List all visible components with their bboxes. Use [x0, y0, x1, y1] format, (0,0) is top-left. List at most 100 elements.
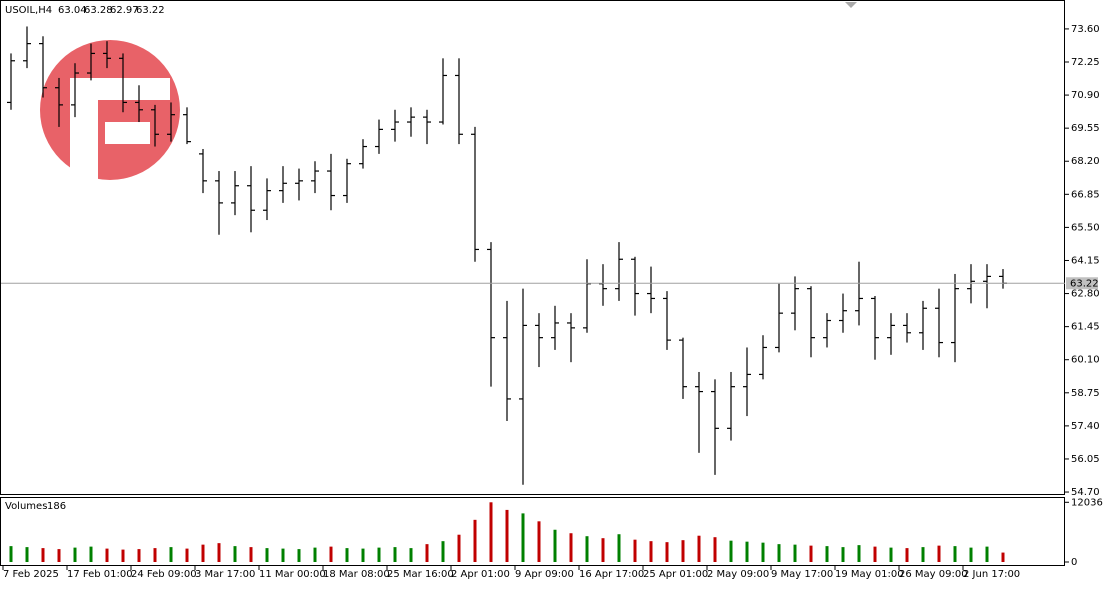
- x-tick-label: 3 Mar 17:00: [195, 569, 255, 580]
- header-high: 63.28: [84, 5, 113, 16]
- volume-bar: [569, 533, 573, 562]
- y-tick-label: 68.20: [1071, 156, 1100, 167]
- last-price-label: 63.22: [1070, 278, 1099, 289]
- volume-bar: [217, 543, 221, 562]
- logo-stem: [70, 78, 98, 182]
- volume-bar: [585, 536, 589, 562]
- volume-bar: [9, 546, 13, 562]
- x-tick-label: 24 Feb 09:00: [131, 569, 197, 580]
- volume-bar: [89, 546, 93, 562]
- shift-marker: [845, 2, 857, 8]
- volume-bar: [953, 546, 957, 562]
- volume-bar: [665, 542, 669, 562]
- volume-bar: [825, 546, 829, 562]
- volume-bar: [489, 502, 493, 562]
- volume-bar: [937, 545, 941, 562]
- volume-title: Volumes: [5, 501, 47, 512]
- volume-bar: [745, 541, 749, 562]
- volume-bar: [809, 545, 813, 562]
- y-tick-label: 66.85: [1071, 189, 1100, 200]
- volume-bar: [345, 548, 349, 562]
- y-tick-label: 61.45: [1071, 322, 1100, 333]
- x-tick-label: 19 May 01:00: [835, 569, 904, 580]
- volume-bar: [185, 548, 189, 562]
- y-tick-label: 58.75: [1071, 388, 1100, 399]
- volume-bar: [249, 547, 253, 562]
- volume-bar: [377, 547, 381, 562]
- x-tick-label: 25 Mar 16:00: [387, 569, 454, 580]
- y-tick-label: 64.15: [1071, 255, 1100, 266]
- price-pane-border: [0, 0, 1065, 495]
- volume-bar: [409, 548, 413, 562]
- volume-bar: [425, 544, 429, 562]
- x-tick-label: 2 Apr 01:00: [451, 569, 510, 580]
- volume-bar: [553, 529, 557, 562]
- volume-bar: [313, 547, 317, 562]
- last-price-box: [1066, 277, 1098, 290]
- volume-bar: [633, 539, 637, 562]
- volume-bar: [521, 513, 525, 562]
- volume-tick-label: 12036: [1071, 497, 1103, 508]
- logo-circle: [40, 40, 180, 180]
- x-tick-label: 9 Apr 09:00: [515, 569, 574, 580]
- volume-bar: [265, 548, 269, 562]
- volume-bar: [713, 537, 717, 562]
- volume-bar: [105, 548, 109, 562]
- x-tick-label: 18 Mar 08:00: [323, 569, 390, 580]
- y-tick-label: 70.90: [1071, 90, 1100, 101]
- volume-bar: [793, 544, 797, 562]
- y-tick-label: 73.60: [1071, 24, 1100, 35]
- volume-bar: [729, 540, 733, 562]
- y-tick-label: 57.40: [1071, 421, 1100, 432]
- volume-bar: [441, 541, 445, 562]
- volume-bar: [233, 546, 237, 562]
- volume-current: 186: [47, 501, 66, 512]
- y-tick-label: 69.55: [1071, 123, 1100, 134]
- volume-bar: [393, 547, 397, 562]
- volume-bar: [121, 549, 125, 562]
- volume-bar: [73, 547, 77, 562]
- volume-bar: [889, 547, 893, 562]
- volume-bar: [25, 547, 29, 562]
- volume-bar: [457, 534, 461, 562]
- header-low: 62.97: [110, 5, 139, 16]
- y-tick-label: 72.25: [1071, 57, 1100, 68]
- volume-bar: [617, 534, 621, 562]
- volume-bar: [601, 538, 605, 562]
- logo-mid: [105, 122, 150, 144]
- volume-bar: [969, 547, 973, 562]
- volume-bar: [537, 521, 541, 562]
- volume-bar: [169, 547, 173, 562]
- symbol: USOIL,H4: [5, 5, 52, 16]
- volume-bar: [697, 535, 701, 562]
- y-tick-label: 65.50: [1071, 222, 1100, 233]
- volume-tick-label: 0: [1071, 557, 1077, 568]
- x-tick-label: 26 May 09:00: [899, 569, 968, 580]
- volume-bar: [297, 549, 301, 562]
- x-tick-label: 17 Feb 01:00: [67, 569, 133, 580]
- volume-bar: [329, 546, 333, 562]
- volume-bar: [505, 509, 509, 562]
- volume-bar: [41, 548, 45, 562]
- x-tick-label: 9 May 17:00: [771, 569, 833, 580]
- volume-bar: [57, 549, 61, 562]
- volume-bar: [857, 545, 861, 562]
- header-close: 63.22: [136, 5, 165, 16]
- volume-bar: [649, 541, 653, 562]
- x-tick-label: 16 Apr 17:00: [579, 569, 644, 580]
- volume-bar: [281, 548, 285, 562]
- x-tick-label: 2 May 09:00: [707, 569, 769, 580]
- volume-bar: [1001, 552, 1005, 562]
- volume-bar: [473, 519, 477, 562]
- volume-bar: [905, 548, 909, 562]
- volume-bar: [681, 540, 685, 562]
- y-tick-label: 62.80: [1071, 289, 1100, 300]
- x-tick-label: 2 Jun 17:00: [963, 569, 1020, 580]
- y-tick-label: 56.05: [1071, 454, 1100, 465]
- volume-pane-border: [0, 497, 1065, 566]
- volume-bar: [985, 546, 989, 562]
- volume-bar: [921, 547, 925, 562]
- volume-bar: [137, 549, 141, 562]
